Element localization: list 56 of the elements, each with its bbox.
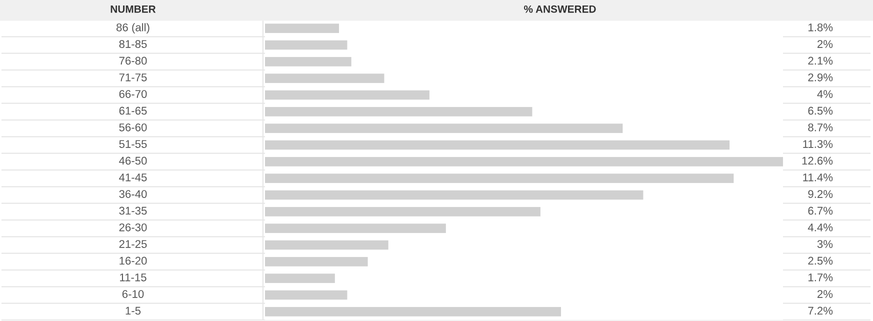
x-axis-title: % ANSWERED bbox=[524, 5, 596, 13]
data-label: 1.8% bbox=[808, 23, 833, 32]
y-tick-label: 46-50 bbox=[119, 156, 147, 165]
bar bbox=[265, 190, 644, 200]
bar bbox=[265, 140, 730, 150]
data-label: 4% bbox=[817, 90, 833, 98]
y-tick-label: 11-15 bbox=[120, 274, 146, 282]
y-tick-label: 36-40 bbox=[119, 190, 147, 198]
y-tick-label: 81-85 bbox=[119, 40, 147, 48]
bar bbox=[265, 24, 339, 33]
data-label: 6.5% bbox=[808, 106, 833, 115]
data-label: 2.1% bbox=[808, 56, 833, 65]
y-axis-title: NUMBER bbox=[110, 6, 156, 13]
bar bbox=[265, 207, 540, 216]
y-tick-label: 51-55 bbox=[119, 140, 147, 148]
data-label: 6.7% bbox=[808, 206, 833, 215]
y-tick-label: 1-5 bbox=[126, 306, 141, 315]
data-label: 11.3% bbox=[803, 140, 833, 148]
y-tick-label: 16-20 bbox=[120, 256, 147, 265]
bar bbox=[265, 157, 783, 166]
y-tick-label: 66-70 bbox=[119, 90, 147, 98]
bar bbox=[265, 90, 430, 100]
data-label: 2.9% bbox=[808, 73, 833, 82]
bar bbox=[265, 290, 348, 300]
data-label: 7.2% bbox=[808, 306, 833, 315]
bar bbox=[265, 107, 532, 116]
data-label: 3% bbox=[817, 240, 833, 248]
data-label: 1.7% bbox=[808, 273, 833, 282]
bar bbox=[265, 240, 388, 250]
y-tick-label: 21-25 bbox=[119, 240, 147, 248]
bar bbox=[265, 307, 561, 316]
bar bbox=[265, 74, 384, 83]
y-tick-label: 76-80 bbox=[119, 56, 147, 65]
bar bbox=[265, 40, 348, 50]
data-label: 11.4% bbox=[803, 173, 833, 182]
data-label: 2% bbox=[818, 290, 833, 298]
bar bbox=[265, 224, 446, 233]
data-label: 4.4% bbox=[808, 223, 833, 232]
y-tick-label: 56-60 bbox=[119, 123, 147, 132]
bar bbox=[265, 274, 335, 283]
data-label: 8.7% bbox=[808, 123, 833, 132]
y-tick-label: 61-65 bbox=[119, 106, 147, 115]
y-tick-label: 31-35 bbox=[119, 206, 147, 215]
data-label: 2% bbox=[818, 40, 833, 48]
y-tick-label: 26-30 bbox=[119, 223, 147, 232]
y-tick-label: 41-45 bbox=[119, 174, 147, 182]
y-tick-label: 86 (all) bbox=[116, 23, 150, 34]
data-label: 12.6% bbox=[802, 156, 833, 165]
y-tick-label: 71-75 bbox=[119, 74, 147, 82]
bar bbox=[265, 57, 352, 66]
data-label: 9.2% bbox=[808, 190, 833, 198]
bar bbox=[265, 124, 623, 133]
bar bbox=[265, 257, 368, 266]
bar bbox=[265, 174, 734, 183]
y-tick-label: 6-10 bbox=[122, 290, 144, 298]
data-label: 2.5% bbox=[808, 256, 833, 265]
